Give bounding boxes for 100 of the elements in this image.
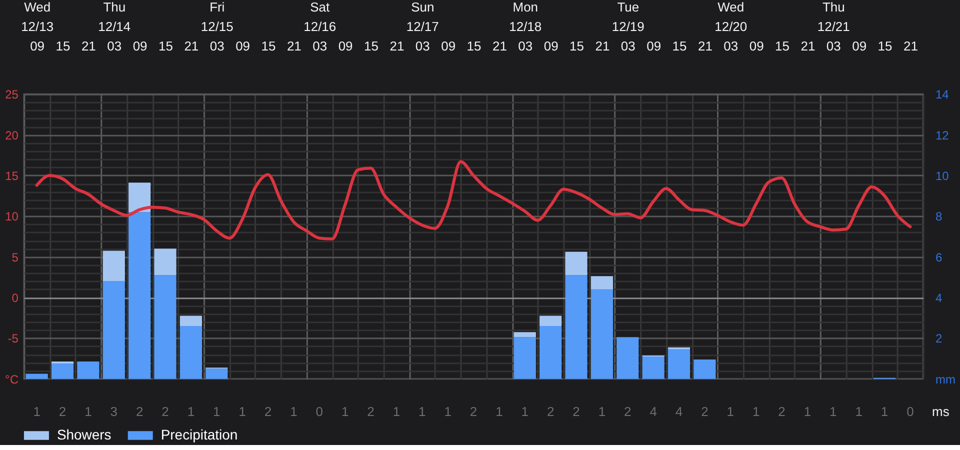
x-tick-label: Fri 12/15 03: [200, 0, 234, 54]
data-label: 2: [367, 404, 374, 419]
x-tick-label: 15: [878, 38, 892, 54]
x-tick-label: Thu 12/14 03: [98, 0, 131, 54]
bar: [590, 276, 613, 290]
y2-tick-label: 14: [936, 88, 950, 102]
bar: [51, 364, 74, 379]
x-tick-label: Wed 12/20 03: [714, 0, 748, 54]
x-tick-label: 15: [775, 38, 790, 54]
data-label: 1: [830, 404, 837, 419]
bar: [180, 326, 202, 379]
bar: [77, 362, 100, 379]
bar: [616, 337, 639, 379]
data-label: 1: [521, 404, 528, 419]
bar: [540, 326, 562, 379]
x-tick-label: 09: [749, 38, 764, 54]
x-tick-label: Thu 12/21 03: [817, 0, 850, 54]
x-tick-label: 15: [672, 38, 687, 54]
bar: [642, 356, 664, 379]
data-label: 1: [187, 404, 195, 419]
data-label: 1: [418, 404, 426, 419]
bar: [128, 182, 151, 212]
data-label: 2: [701, 404, 708, 419]
x-tick-label: 09: [441, 38, 456, 54]
y-tick-label: 25: [5, 88, 19, 102]
data-label: 1: [855, 404, 862, 419]
data-label: 1: [392, 404, 400, 419]
y-tick-label: -5: [8, 332, 19, 346]
data-label: 4: [675, 404, 683, 419]
data-label: 1: [444, 404, 452, 419]
data-label: 2: [624, 404, 632, 419]
x-tick-label: 09: [544, 38, 558, 54]
bar: [565, 252, 588, 276]
x-tick-label: 15: [570, 38, 584, 54]
bar: [128, 212, 151, 379]
data-label: 3: [110, 404, 118, 419]
x-tick-label: Sat 12/16 03: [304, 0, 336, 54]
data-label: 0: [316, 404, 323, 419]
bar: [514, 332, 536, 338]
data-label: 1: [213, 404, 220, 419]
x-tick-label: 09: [236, 38, 250, 54]
data-label: 1: [84, 404, 92, 419]
y2-tick-label: 8: [936, 210, 943, 224]
bar: [514, 337, 536, 379]
data-label: 1: [804, 404, 812, 419]
y-tick-label: 20: [5, 128, 19, 142]
x-tick-label: 21: [184, 38, 199, 54]
y2-tick-label: 10: [936, 168, 950, 183]
y-axis-title: °C: [5, 372, 19, 386]
legend-label: Showers: [56, 426, 112, 443]
y-tick-label: 10: [5, 210, 19, 224]
x-tick-label: 09: [338, 38, 353, 54]
line-series: [35, 160, 912, 240]
bar: [590, 289, 613, 379]
data-label: 1: [752, 404, 760, 419]
data-label: 1: [496, 404, 503, 419]
x-tick-label: 21: [698, 38, 712, 54]
data-label: 1: [290, 404, 298, 419]
data-label: 1: [598, 404, 606, 419]
data-label: 2: [264, 404, 272, 419]
legend-label: Precipitation: [160, 426, 238, 443]
y-tick-label: 5: [12, 250, 19, 264]
bar: [694, 360, 716, 379]
x-tick-label: 21: [595, 38, 610, 54]
bar: [206, 368, 228, 379]
y2-tick-label: 12: [936, 128, 950, 142]
bar: [26, 374, 48, 379]
data-label: 2: [162, 404, 169, 419]
x-tick-label: 21: [286, 38, 302, 54]
bar: [668, 349, 690, 379]
bar: [154, 275, 176, 379]
x-tick-label: 21: [800, 38, 816, 54]
x-tick-label: 21: [492, 38, 507, 54]
data-label: 2: [572, 404, 580, 419]
x-tick-label: 09: [132, 38, 148, 54]
data-label: 1: [726, 404, 734, 419]
data-label: 2: [778, 404, 786, 419]
data-label: 0: [906, 404, 914, 419]
data-label: 2: [470, 404, 478, 419]
data-label: 2: [58, 404, 66, 419]
x-tick-label: 09: [646, 38, 662, 54]
data-label: 1: [238, 404, 246, 419]
x-tick-label: 21: [81, 38, 96, 54]
y2-axis-title: mm: [936, 372, 956, 386]
y-tick-label: 15: [5, 168, 19, 183]
bar: [154, 248, 176, 276]
bar: [540, 316, 562, 326]
data-label: 1: [341, 404, 349, 419]
bar: [180, 316, 202, 326]
y2-tick-label: 6: [936, 250, 943, 264]
x-tick-label: 21: [903, 38, 918, 54]
x-tick-label: 15: [56, 38, 70, 54]
y2-tick-label: 2: [936, 332, 943, 346]
data-label: 4: [650, 404, 657, 419]
x-tick-label: Mon 12/18 03: [509, 0, 542, 54]
x-tick-label: 15: [158, 38, 173, 54]
y2-tick-label: 4: [936, 290, 943, 305]
x-tick-label: Tue 12/19 03: [612, 0, 644, 54]
x-tick-label: Wed 12/13 09: [21, 0, 54, 54]
bar: [102, 250, 125, 282]
